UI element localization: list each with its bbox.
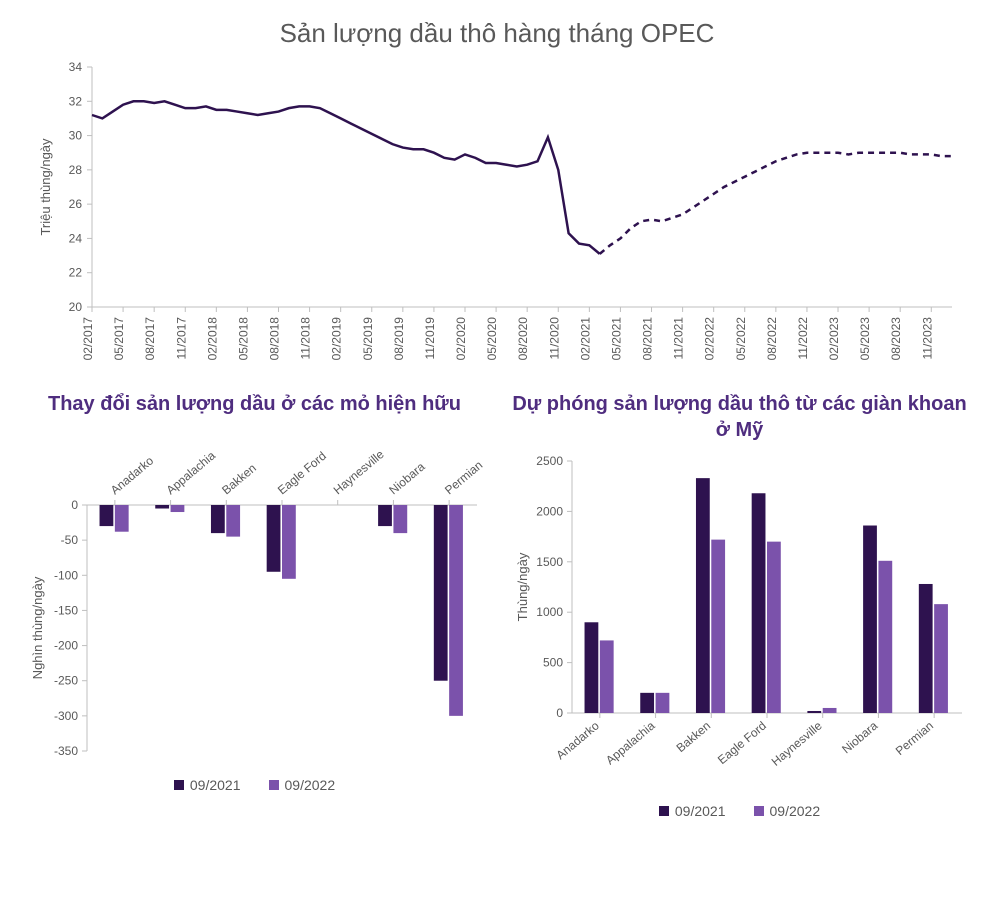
svg-text:Haynesville: Haynesville: [768, 718, 824, 768]
svg-text:08/2019: 08/2019: [392, 317, 406, 361]
svg-text:02/2022: 02/2022: [703, 317, 717, 361]
left-legend: 09/2021 09/2022: [12, 765, 497, 793]
legend-item-1b: 09/2021: [659, 803, 726, 819]
right-chart: 0 500 1000 1500 2000 2500 Thùng/ngày AnadarkoAp…: [510, 451, 970, 791]
svg-text:24: 24: [69, 231, 83, 245]
svg-text:500: 500: [542, 656, 562, 670]
right-legend: 09/2021 09/2022: [497, 791, 982, 819]
svg-text:Eagle Ford: Eagle Ford: [714, 719, 768, 767]
svg-text:34: 34: [69, 60, 83, 74]
right-chart-title: Dự phóng sản lượng dầu thô từ các giàn k…: [497, 377, 982, 451]
legend-label-2b: 09/2022: [770, 803, 821, 819]
svg-text:02/2019: 02/2019: [330, 317, 344, 361]
svg-text:08/2021: 08/2021: [641, 317, 655, 361]
svg-text:02/2021: 02/2021: [578, 317, 592, 361]
top-chart-title: Sản lượng dầu thô hàng tháng OPEC: [0, 0, 994, 57]
svg-text:-350: -350: [53, 744, 77, 758]
svg-text:2500: 2500: [536, 454, 563, 468]
svg-text:32: 32: [69, 94, 83, 108]
svg-text:02/2017: 02/2017: [81, 317, 95, 361]
svg-text:05/2023: 05/2023: [858, 317, 872, 361]
svg-text:05/2021: 05/2021: [609, 317, 623, 361]
svg-text:0: 0: [71, 498, 78, 512]
left-cell: Thay đổi sản lượng dầu ở các mỏ hiện hữu…: [12, 377, 497, 819]
svg-text:22: 22: [69, 266, 83, 280]
svg-text:Anadarko: Anadarko: [107, 453, 156, 497]
svg-text:Appalachia: Appalachia: [163, 448, 218, 497]
svg-text:05/2020: 05/2020: [485, 317, 499, 361]
svg-text:Thùng/ngày: Thùng/ngày: [515, 552, 530, 621]
bottom-row: Thay đổi sản lượng dầu ở các mỏ hiện hữu…: [12, 377, 982, 819]
legend-item-2b: 09/2022: [754, 803, 821, 819]
svg-text:Anadarko: Anadarko: [553, 718, 602, 762]
svg-text:02/2020: 02/2020: [454, 317, 468, 361]
svg-text:Nghìn thùng/ngày: Nghìn thùng/ngày: [30, 576, 45, 679]
svg-text:05/2018: 05/2018: [236, 317, 250, 361]
left-chart: -350 -300 -250 -200 -150 -100 -50 0 Nghìn thùng/…: [25, 425, 485, 765]
svg-text:20: 20: [69, 300, 83, 314]
legend-label-1b: 09/2021: [675, 803, 726, 819]
svg-text:26: 26: [69, 197, 83, 211]
svg-text:11/2021: 11/2021: [672, 317, 686, 360]
svg-text:11/2018: 11/2018: [299, 317, 313, 360]
svg-text:Appalachia: Appalachia: [603, 718, 658, 767]
svg-text:28: 28: [69, 163, 83, 177]
legend-item-2: 09/2022: [269, 777, 336, 793]
svg-text:11/2023: 11/2023: [920, 317, 934, 360]
svg-text:-200: -200: [53, 639, 77, 653]
legend-swatch-1: [174, 780, 184, 790]
svg-text:30: 30: [69, 129, 83, 143]
left-chart-title: Thay đổi sản lượng dầu ở các mỏ hiện hữu: [12, 377, 497, 425]
legend-label-1: 09/2021: [190, 777, 241, 793]
svg-text:02/2023: 02/2023: [827, 317, 841, 361]
svg-text:Permian: Permian: [892, 719, 935, 758]
legend-swatch-1b: [659, 806, 669, 816]
legend-label-2: 09/2022: [285, 777, 336, 793]
svg-text:11/2017: 11/2017: [174, 317, 188, 360]
svg-text:05/2022: 05/2022: [734, 317, 748, 361]
svg-text:Bakken: Bakken: [673, 719, 713, 755]
legend-item-1: 09/2021: [174, 777, 241, 793]
right-cell: Dự phóng sản lượng dầu thô từ các giàn k…: [497, 377, 982, 819]
svg-text:Bakken: Bakken: [219, 461, 259, 497]
svg-text:1500: 1500: [536, 555, 563, 569]
svg-text:02/2018: 02/2018: [205, 317, 219, 361]
svg-text:-150: -150: [53, 603, 77, 617]
svg-text:Triệu thùng/ngày: Triệu thùng/ngày: [38, 138, 53, 236]
svg-text:0: 0: [556, 706, 563, 720]
svg-text:05/2019: 05/2019: [361, 317, 375, 361]
svg-text:-50: -50: [60, 533, 78, 547]
svg-text:11/2022: 11/2022: [796, 317, 810, 360]
svg-text:Permian: Permian: [442, 458, 485, 497]
svg-text:Niobara: Niobara: [386, 459, 427, 497]
svg-text:2000: 2000: [536, 504, 563, 518]
svg-text:-300: -300: [53, 709, 77, 723]
svg-text:08/2023: 08/2023: [889, 317, 903, 361]
top-chart: 20 22 24 26 28 30 32 34 02/2017 05/2017 08/2017 11/…: [32, 57, 962, 377]
svg-text:1000: 1000: [536, 605, 563, 619]
svg-text:Haynesville: Haynesville: [330, 447, 386, 497]
legend-swatch-2: [269, 780, 279, 790]
svg-text:08/2017: 08/2017: [143, 317, 157, 361]
svg-text:-250: -250: [53, 674, 77, 688]
svg-text:05/2017: 05/2017: [112, 317, 126, 361]
svg-text:-100: -100: [53, 568, 77, 582]
svg-text:Niobara: Niobara: [839, 718, 880, 756]
svg-text:Eagle Ford: Eagle Ford: [274, 449, 328, 497]
legend-swatch-2b: [754, 806, 764, 816]
svg-text:08/2018: 08/2018: [268, 317, 282, 361]
svg-text:08/2020: 08/2020: [516, 317, 530, 361]
svg-text:11/2019: 11/2019: [423, 317, 437, 360]
svg-text:11/2020: 11/2020: [547, 317, 561, 360]
svg-text:08/2022: 08/2022: [765, 317, 779, 361]
